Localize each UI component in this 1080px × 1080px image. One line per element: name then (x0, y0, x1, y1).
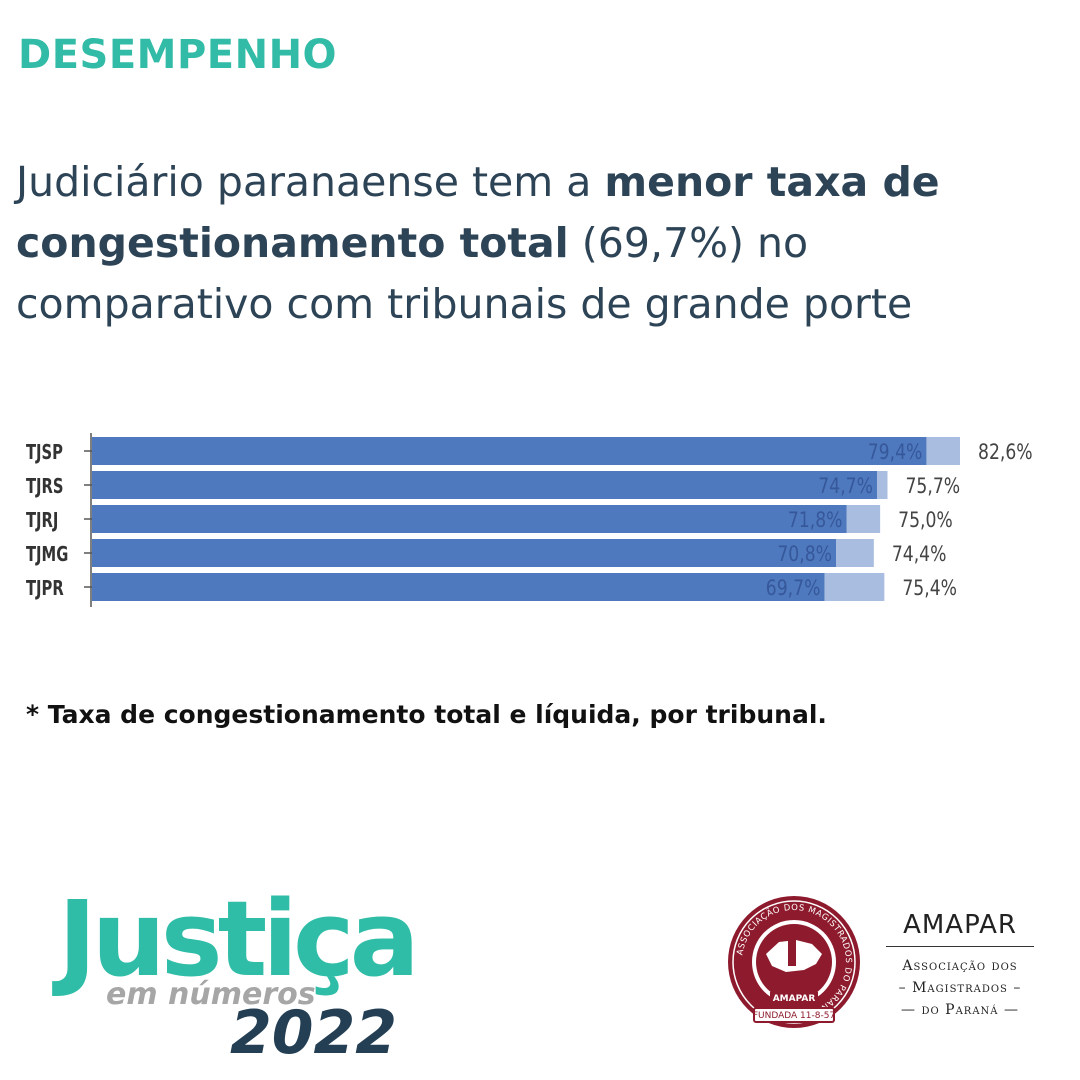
bar-liquid-tjpr (92, 573, 825, 601)
data-label-liquid-tjrs: 74,7% (818, 473, 873, 498)
data-label-total-tjsp: 82,6% (978, 439, 1033, 464)
data-label-total-tjrs: 75,7% (905, 473, 960, 498)
headline-part-2: (69,7%) no comparativo com tribunais de … (16, 219, 913, 328)
org-line-2: – Magistrados – (898, 980, 1022, 996)
headline: Judiciário paranaense tem a menor taxa d… (16, 152, 1056, 335)
org-line-1: Associação dos (902, 958, 1018, 974)
logo-subtitle: em números (106, 977, 316, 1012)
footnote: * Taxa de congestionamento total e líqui… (26, 700, 827, 729)
category-label-tjmg: TJMG (26, 544, 68, 567)
data-label-liquid-tjsp: 79,4% (868, 439, 923, 464)
congestion-rate-chart: TJSP 79,4% 82,6% TJRS 74,7% 75,7% TJRJ 71,8% 75,… (26, 433, 1033, 607)
category-label-tjpr: TJPR (26, 578, 64, 601)
data-label-total-tjpr: 75,4% (902, 575, 957, 600)
bar-liquid-tjsp (92, 437, 927, 465)
org-divider (886, 946, 1034, 947)
headline-bold: menor taxa de congestionamento total (16, 158, 940, 267)
bar-liquid-tjrs (92, 471, 877, 499)
data-label-liquid-tjrj: 71,8% (788, 507, 843, 532)
org-name: AMAPAR (903, 910, 1017, 940)
bar-liquid-tjrj (92, 505, 847, 533)
data-label-liquid-tjpr: 69,7% (766, 575, 821, 600)
logo-word: Justiça (58, 878, 420, 1000)
headline-part-1: Judiciário paranaense tem a (16, 158, 605, 206)
logo-year: 2022 (230, 998, 397, 1068)
category-label-tjrj: TJRJ (26, 510, 58, 533)
bar-liquid-tjmg (92, 539, 836, 567)
category-label-tjsp: TJSP (26, 442, 63, 465)
section-kicker: DESEMPENHO (18, 32, 338, 78)
category-label-tjrs: TJRS (26, 476, 63, 499)
amapar-seal-icon: ASSOCIAÇÃO DOS MAGISTRADOS DO PARANÁ FUN… (728, 896, 860, 1028)
justica-em-numeros-logo: Justiça em números 2022 (58, 887, 420, 1070)
amapar-wordmark: AMAPAR Associação dos – Magistrados – — … (884, 910, 1036, 1021)
seal-banner: AMAPAR (773, 994, 816, 1004)
data-label-total-tjmg: 74,4% (892, 541, 947, 566)
seal-founded: FUNDADA 11-8-57 (753, 1011, 835, 1021)
data-label-liquid-tjmg: 70,8% (777, 541, 832, 566)
org-line-3: — do Paraná — (901, 1002, 1019, 1018)
data-label-total-tjrj: 75,0% (898, 507, 953, 532)
